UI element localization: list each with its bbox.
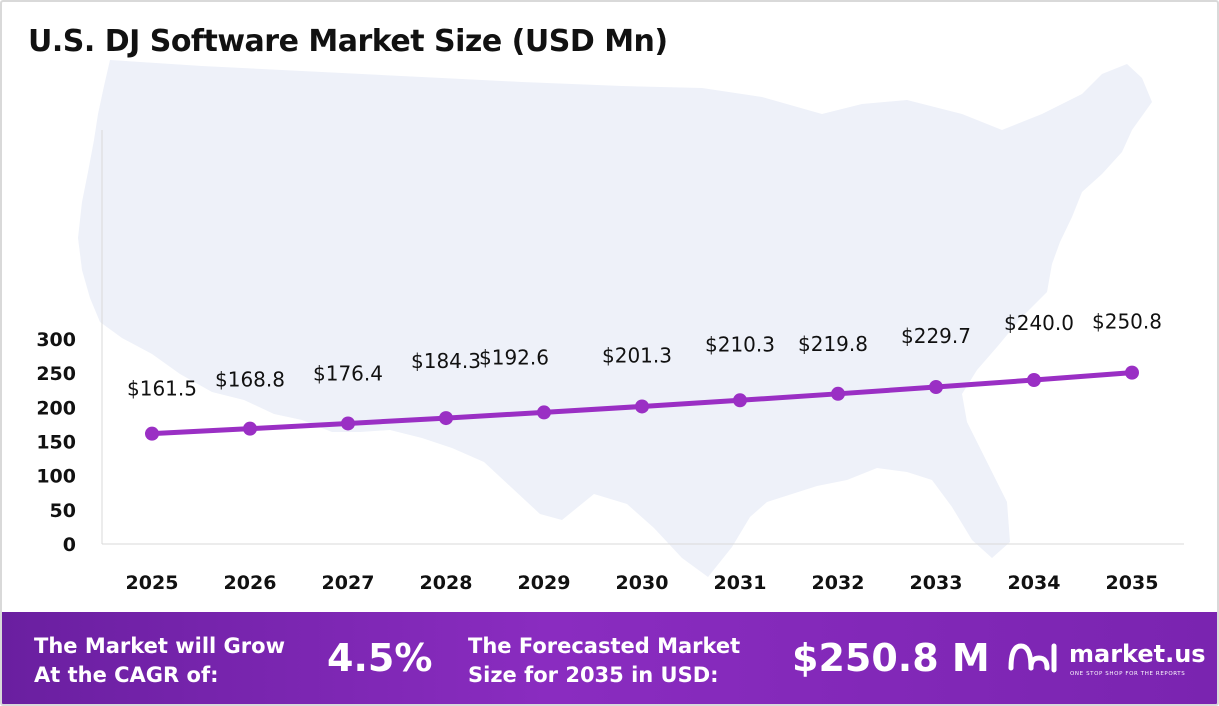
forecast-size-value: $250.8 M: [792, 636, 990, 680]
market-us-logo-icon: [1008, 643, 1057, 673]
x-tick-label: 2025: [126, 572, 179, 594]
data-point: [145, 426, 159, 441]
y-tick-label: 100: [36, 466, 76, 488]
data-point: [341, 416, 355, 431]
data-label: $219.8: [798, 332, 868, 356]
forecast-size-label: The Forecasted Market Size for 2035 in U…: [468, 632, 768, 690]
data-point: [243, 421, 257, 436]
y-tick-label: 250: [36, 363, 76, 385]
data-point: [1125, 365, 1139, 380]
data-label: $210.3: [705, 332, 775, 356]
y-tick-label: 200: [36, 397, 76, 419]
x-tick-label: 2026: [224, 572, 277, 594]
data-point: [733, 393, 747, 408]
data-label: $161.5: [127, 377, 197, 401]
y-tick-label: 50: [50, 500, 76, 522]
x-tick-label: 2033: [910, 572, 963, 594]
data-label: $176.4: [313, 361, 383, 385]
cagr-label-line2: At the CAGR of:: [34, 663, 219, 687]
data-point: [1027, 373, 1041, 388]
y-tick-label: 150: [36, 432, 76, 454]
data-point: [929, 380, 943, 395]
x-tick-label: 2028: [420, 572, 473, 594]
data-point: [439, 411, 453, 426]
logo-name: market.us: [1069, 640, 1206, 668]
data-point: [831, 386, 845, 401]
x-tick-label: 2032: [812, 572, 865, 594]
x-tick-label: 2027: [322, 572, 375, 594]
cagr-value: 4.5%: [327, 636, 433, 680]
y-tick-label: 300: [36, 329, 76, 351]
summary-footer: The Market will Grow At the CAGR of: 4.5…: [2, 612, 1217, 704]
cagr-label-line1: The Market will Grow: [34, 634, 285, 658]
forecast-size-label-line2: Size for 2035 in USD:: [468, 663, 719, 687]
data-label: $250.8: [1092, 310, 1162, 334]
chart-title: U.S. DJ Software Market Size (USD Mn): [28, 24, 668, 59]
us-map-background: [78, 60, 1152, 577]
data-point: [537, 405, 551, 420]
cagr-label: The Market will Grow At the CAGR of:: [34, 632, 314, 690]
logo-tagline: ONE STOP SHOP FOR THE REPORTS: [1070, 671, 1186, 677]
data-label: $184.3: [411, 349, 481, 373]
data-point: [635, 399, 649, 414]
x-tick-label: 2034: [1008, 572, 1061, 594]
market-us-logo: market.us ONE STOP SHOP FOR THE REPORTS: [1007, 638, 1217, 684]
y-tick-label: 0: [63, 534, 76, 556]
data-label: $240.0: [1004, 311, 1074, 335]
x-tick-label: 2035: [1106, 572, 1159, 594]
data-label: $201.3: [602, 343, 672, 367]
data-label: $192.6: [479, 345, 549, 369]
forecast-size-label-line1: The Forecasted Market: [468, 634, 741, 658]
x-tick-label: 2029: [518, 572, 571, 594]
x-tick-label: 2030: [616, 572, 669, 594]
x-tick-label: 2031: [714, 572, 767, 594]
data-label: $229.7: [901, 324, 971, 348]
line-chart: 0 50 100 150 200 250 300 2025 2026 2027 2028 2029 20…: [36, 60, 1184, 594]
data-label: $168.8: [215, 368, 285, 392]
